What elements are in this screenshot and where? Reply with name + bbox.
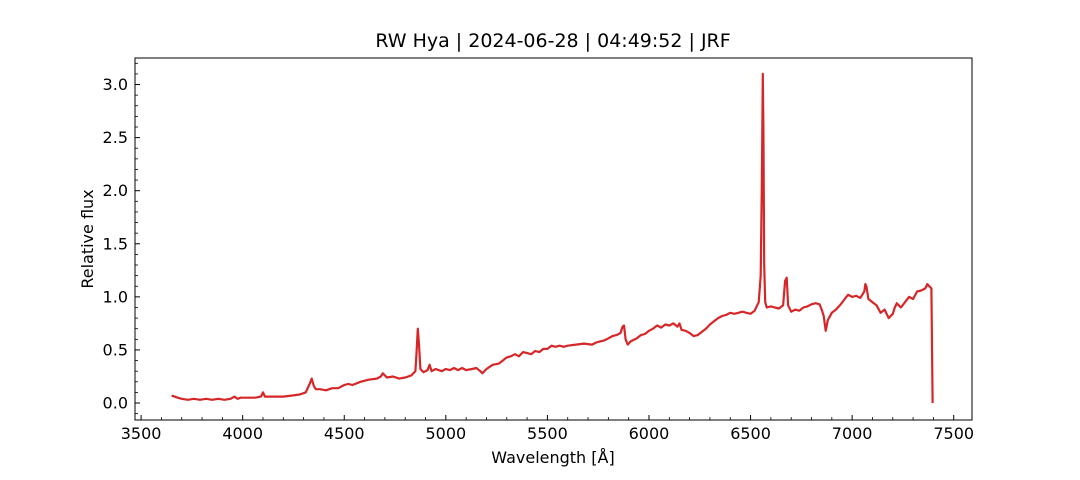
y-tick-label: 0.0 (103, 394, 128, 413)
y-tick-label: 1.5 (103, 234, 128, 253)
x-tick-label: 7500 (933, 424, 974, 443)
x-tick-label: 5500 (527, 424, 568, 443)
x-axis-ticks: 3500 4000 4500 5000 5500 6000 6500 7000 7500 (121, 415, 974, 443)
chart-title: RW Hya | 2024-06-28 | 04:49:52 | JRF (375, 30, 730, 52)
x-tick-label: 3500 (121, 424, 162, 443)
x-tick-label: 6500 (730, 424, 771, 443)
y-tick-label: 3.0 (103, 75, 128, 94)
y-axis-label: Relative flux (78, 189, 97, 288)
x-tick-label: 5000 (425, 424, 466, 443)
plot-area-frame (134, 57, 973, 421)
y-tick-label: 2.5 (103, 128, 128, 147)
x-tick-label: 4000 (222, 424, 263, 443)
y-axis-ticks: 0.0 0.5 1.0 1.5 2.0 2.5 3.0 (103, 62, 140, 415)
spectrum-line (171, 72, 934, 404)
y-tick-label: 2.0 (103, 181, 128, 200)
x-tick-label: 6000 (629, 424, 670, 443)
x-tick-label: 7000 (832, 424, 873, 443)
x-axis-label: Wavelength [Å] (491, 448, 614, 467)
x-tick-label: 4500 (324, 424, 365, 443)
y-tick-label: 0.5 (103, 340, 128, 359)
y-tick-label: 1.0 (103, 287, 128, 306)
